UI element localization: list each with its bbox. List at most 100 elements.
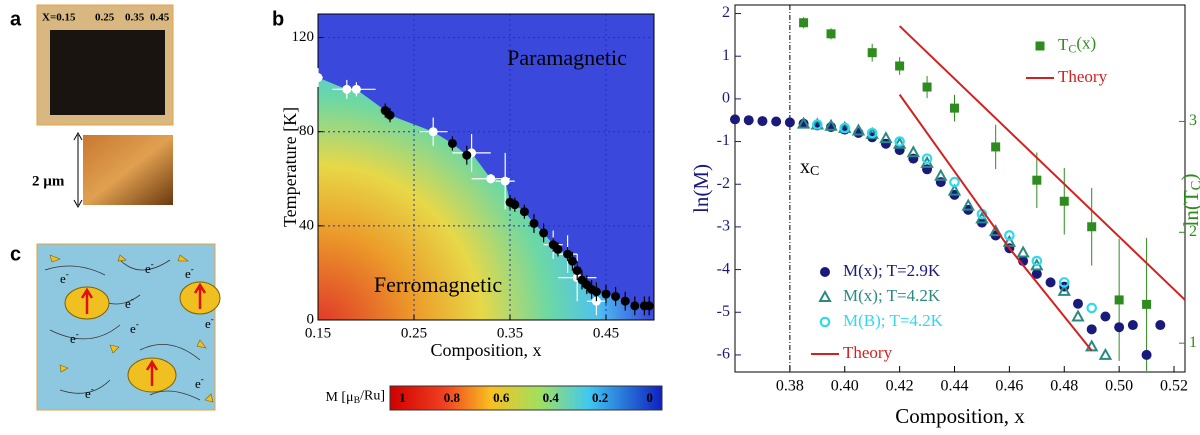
colorbar-tick-label: 0.6 — [493, 390, 510, 405]
data-point — [771, 116, 782, 127]
electron: e — [70, 331, 76, 346]
colorbar-tick-label: 0.8 — [444, 390, 461, 405]
composition-label: X=0.15 — [42, 12, 76, 24]
y-axis-label: Temperature [K] — [280, 107, 300, 227]
electron: e — [60, 271, 66, 286]
data-point — [1087, 222, 1097, 232]
data-point — [949, 176, 960, 188]
data-point — [1059, 196, 1069, 206]
y-tick-label: -6 — [717, 346, 730, 363]
data-point — [991, 142, 1001, 152]
electron-charge: - — [211, 314, 214, 324]
data-point — [1031, 255, 1043, 267]
x-tick-label: 0.45 — [593, 325, 619, 341]
data-point — [1057, 283, 1071, 296]
electron-charge: - — [76, 329, 79, 339]
data-point — [1086, 302, 1098, 314]
legend-marker — [818, 289, 832, 302]
annotation: Paramagnetic — [507, 45, 627, 70]
data-point — [1141, 349, 1152, 360]
y-axis-label: ln(M) — [689, 164, 713, 213]
y-tick-label: 40 — [299, 217, 314, 233]
y-tick-label: -4 — [717, 260, 730, 277]
x-axis-label: Composition, x — [430, 340, 541, 360]
electron-label: e- — [205, 314, 214, 331]
y-tick-label: -5 — [717, 303, 730, 320]
electron: e — [85, 386, 91, 401]
y-tick-label: 80 — [299, 123, 314, 139]
electron-charge: - — [201, 374, 204, 384]
electron-charge: - — [131, 294, 134, 304]
data-point — [934, 168, 948, 181]
y-tick-label: -1 — [717, 132, 730, 149]
sample — [50, 30, 165, 115]
data-point — [529, 218, 539, 228]
data-point — [1114, 322, 1125, 333]
x-tick-label: 0.52 — [1160, 378, 1188, 395]
data-point — [553, 244, 563, 254]
data-point — [1142, 299, 1152, 309]
electron: e — [195, 376, 201, 391]
y-tick-label: -3 — [717, 218, 730, 235]
x-tick-label: 0.42 — [886, 378, 914, 395]
electron: e — [130, 321, 136, 336]
panel-label: c — [10, 243, 21, 265]
data-point — [539, 228, 549, 238]
electron-label: e- — [125, 294, 134, 311]
theory-line — [898, 94, 1093, 352]
data-point — [313, 73, 323, 83]
data-point — [961, 198, 975, 211]
data-point — [1098, 347, 1113, 360]
data-point — [572, 266, 582, 276]
composition-label: 0.35 — [125, 12, 145, 24]
y2-axis-label-part: C — [1189, 181, 1200, 191]
panel-c: c e-e-e-e-e-e-e-e-e- — [10, 243, 221, 411]
electron-label: e- — [70, 329, 79, 346]
data-point — [1155, 320, 1166, 331]
x-tick-label: 0.44 — [941, 378, 969, 395]
data-point — [1072, 298, 1083, 309]
data-point — [1071, 309, 1085, 322]
data-point — [757, 116, 768, 127]
legend-marker — [819, 316, 831, 328]
legend-label: M(x); T=2.9K — [843, 261, 941, 280]
x-tick-label: 0.40 — [831, 378, 859, 395]
data-point — [892, 136, 907, 149]
colorbar-tick-label: 1 — [399, 390, 406, 405]
electron-label: e- — [195, 374, 204, 391]
y-tick-label: -2 — [717, 175, 730, 192]
colorbar-label: M [μB/Ru] — [325, 389, 385, 406]
panel-label: a — [10, 8, 22, 30]
colorbar-tick-label: 0.2 — [592, 390, 608, 405]
arrow-heads — [73, 131, 83, 209]
data-point — [947, 183, 962, 196]
electron: e — [145, 261, 151, 276]
data-point — [563, 249, 573, 259]
data-point — [611, 291, 621, 301]
data-point — [447, 138, 457, 148]
legend-label-part: (x) — [1076, 33, 1096, 52]
data-point — [1086, 324, 1097, 335]
data-point — [867, 48, 877, 58]
colorbar-label-part: M [μ — [325, 390, 353, 405]
panel-a: a X=0.15 0.25 0.35 0.45 2 µm — [10, 4, 174, 209]
y-tick-label: 1 — [722, 47, 730, 64]
annotation-part: C — [810, 164, 819, 179]
panel-label: b — [272, 8, 284, 30]
x-tick-label: 0.38 — [776, 378, 804, 395]
x-tick-label: 0.25 — [401, 325, 427, 341]
data-point — [385, 110, 395, 120]
electron-label: e- — [130, 319, 139, 336]
colorbar-tick-label: 0.4 — [543, 390, 560, 405]
electron: e — [185, 266, 191, 281]
x-tick-label: 0.15 — [305, 325, 331, 341]
data-point — [462, 150, 472, 160]
legend-label: M(x); T=4.2K — [843, 286, 941, 305]
data-point — [879, 131, 893, 144]
legend-label-part: T — [1058, 35, 1069, 54]
data-point — [519, 207, 529, 217]
composition-label: 0.25 — [95, 12, 115, 24]
x-tick-label: 0.35 — [497, 325, 523, 341]
data-point — [620, 296, 630, 306]
